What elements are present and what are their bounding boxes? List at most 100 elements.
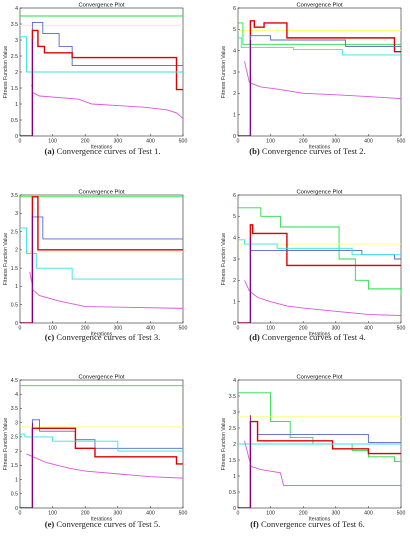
caption-text: Convergence curves of Test 4. xyxy=(259,332,366,342)
y-tick-label: 4.5 xyxy=(11,378,18,384)
series-line-purple xyxy=(20,213,33,323)
x-axis-label: Iterations xyxy=(91,145,113,151)
x-tick-label: 300 xyxy=(113,326,122,332)
x-tick-label: 500 xyxy=(179,511,188,517)
x-tick-label: 500 xyxy=(397,139,406,145)
y-axis-label: Fitness Function Value xyxy=(3,46,9,98)
x-tick-label: 400 xyxy=(146,511,155,517)
y-tick-label: 3 xyxy=(15,38,18,44)
x-tick-label: 200 xyxy=(81,511,90,517)
x-tick-label: 100 xyxy=(266,139,275,145)
chart-title: Convergence Plot xyxy=(296,190,342,196)
y-tick-label: 0.5 xyxy=(11,492,18,498)
y-tick-label: 3.5 xyxy=(11,406,18,412)
x-tick-label: 200 xyxy=(299,511,308,517)
y-tick-label: 2.5 xyxy=(11,229,18,235)
y-tick-label: 0 xyxy=(233,134,236,140)
caption-label: (a) xyxy=(44,146,55,156)
y-tick-label: 1.5 xyxy=(11,463,18,469)
x-axis-label: Iterations xyxy=(309,517,331,523)
x-tick-label: 0 xyxy=(19,326,22,332)
y-tick-label: 0 xyxy=(15,134,18,140)
series-line-purple xyxy=(238,415,251,508)
plot-area xyxy=(19,194,184,324)
y-tick-label: 4 xyxy=(15,6,18,12)
x-tick-label: 500 xyxy=(179,139,188,145)
y-tick-label: 3.5 xyxy=(11,193,18,199)
chart-title: Convergence Plot xyxy=(78,3,124,9)
series-line-cyan xyxy=(20,433,183,452)
series-line-purple xyxy=(20,40,33,136)
caption-label: (b) xyxy=(249,146,260,156)
caption-text: Convergence curves of Test 5. xyxy=(54,519,161,529)
y-tick-label: 3 xyxy=(233,257,236,263)
caption-label: (f) xyxy=(250,519,259,529)
y-tick-label: 1 xyxy=(15,102,18,108)
y-tick-label: 3.5 xyxy=(229,394,236,400)
y-axis-label: Fitness Function Value xyxy=(3,233,9,285)
chart-panel-c: Convergence Plot 0 100 200 300 400 500 0 0.5 1 1.5… xyxy=(3,190,187,338)
x-tick-label: 0 xyxy=(237,326,240,332)
x-tick-label: 400 xyxy=(364,326,373,332)
series-line-cyan xyxy=(20,36,183,73)
plot-area xyxy=(237,7,402,137)
x-axis-label: Iterations xyxy=(91,517,113,523)
series-line-cyan xyxy=(20,227,183,280)
x-axis-label: Iterations xyxy=(309,332,331,338)
y-tick-label: 6 xyxy=(233,6,236,12)
caption-label: (d) xyxy=(249,332,260,342)
x-axis-label: Iterations xyxy=(309,145,331,151)
x-tick-label: 500 xyxy=(397,326,406,332)
y-tick-label: 1.5 xyxy=(229,458,236,464)
caption-b: (b) Convergence curves of Test 2. xyxy=(205,146,410,156)
caption-e: (e) Convergence curves of Test 5. xyxy=(0,519,205,529)
y-tick-label: 1 xyxy=(233,112,236,118)
y-tick-label: 2.5 xyxy=(11,435,18,441)
y-axis-label: Fitness Function Value xyxy=(221,418,227,470)
x-tick-label: 200 xyxy=(81,326,90,332)
x-tick-label: 100 xyxy=(48,326,57,332)
x-tick-label: 200 xyxy=(81,139,90,145)
caption-label: (e) xyxy=(44,519,55,529)
chart-title: Convergence Plot xyxy=(296,375,342,381)
series-line-green xyxy=(238,207,401,296)
x-tick-label: 400 xyxy=(364,511,373,517)
chart-title: Convergence Plot xyxy=(296,3,342,9)
x-tick-label: 0 xyxy=(19,139,22,145)
y-tick-label: 3 xyxy=(15,420,18,426)
x-tick-label: 300 xyxy=(331,326,340,332)
y-tick-label: 2 xyxy=(233,442,236,448)
x-tick-label: 300 xyxy=(331,511,340,517)
x-tick-label: 500 xyxy=(397,511,406,517)
y-tick-label: 3 xyxy=(233,70,236,76)
y-tick-label: 1.5 xyxy=(11,266,18,272)
y-tick-label: 4 xyxy=(15,392,18,398)
y-tick-label: 1 xyxy=(233,474,236,480)
y-tick-label: 2 xyxy=(15,449,18,455)
y-tick-label: 1 xyxy=(233,299,236,305)
plot-area xyxy=(19,379,184,509)
y-tick-label: 3 xyxy=(233,410,236,416)
x-tick-label: 100 xyxy=(48,139,57,145)
x-tick-label: 0 xyxy=(237,511,240,517)
x-tick-label: 100 xyxy=(266,511,275,517)
y-tick-label: 5 xyxy=(233,27,236,33)
chart-panel-f: Convergence Plot 0 100 200 300 400 500 0 0.5 1 1.5… xyxy=(221,375,405,523)
series-line-cyan xyxy=(238,239,401,256)
caption-f: (f) Convergence curves of Test 6. xyxy=(205,519,410,529)
series-line-magenta xyxy=(244,61,401,100)
x-tick-label: 300 xyxy=(331,139,340,145)
y-tick-label: 4 xyxy=(233,235,236,241)
y-tick-label: 1 xyxy=(15,477,18,483)
y-axis-label: Fitness Function Value xyxy=(3,418,9,470)
y-tick-label: 4 xyxy=(233,378,236,384)
y-tick-label: 2 xyxy=(233,91,236,97)
y-tick-label: 1.5 xyxy=(11,86,18,92)
caption-label: (c) xyxy=(44,332,55,342)
caption-c: (c) Convergence curves of Test 3. xyxy=(0,332,205,342)
caption-text: Convergence curves of Test 6. xyxy=(258,519,365,529)
caption-a: (a) Convergence curves of Test 1. xyxy=(0,146,205,156)
y-tick-label: 4 xyxy=(233,48,236,54)
y-tick-label: 0.5 xyxy=(229,490,236,496)
